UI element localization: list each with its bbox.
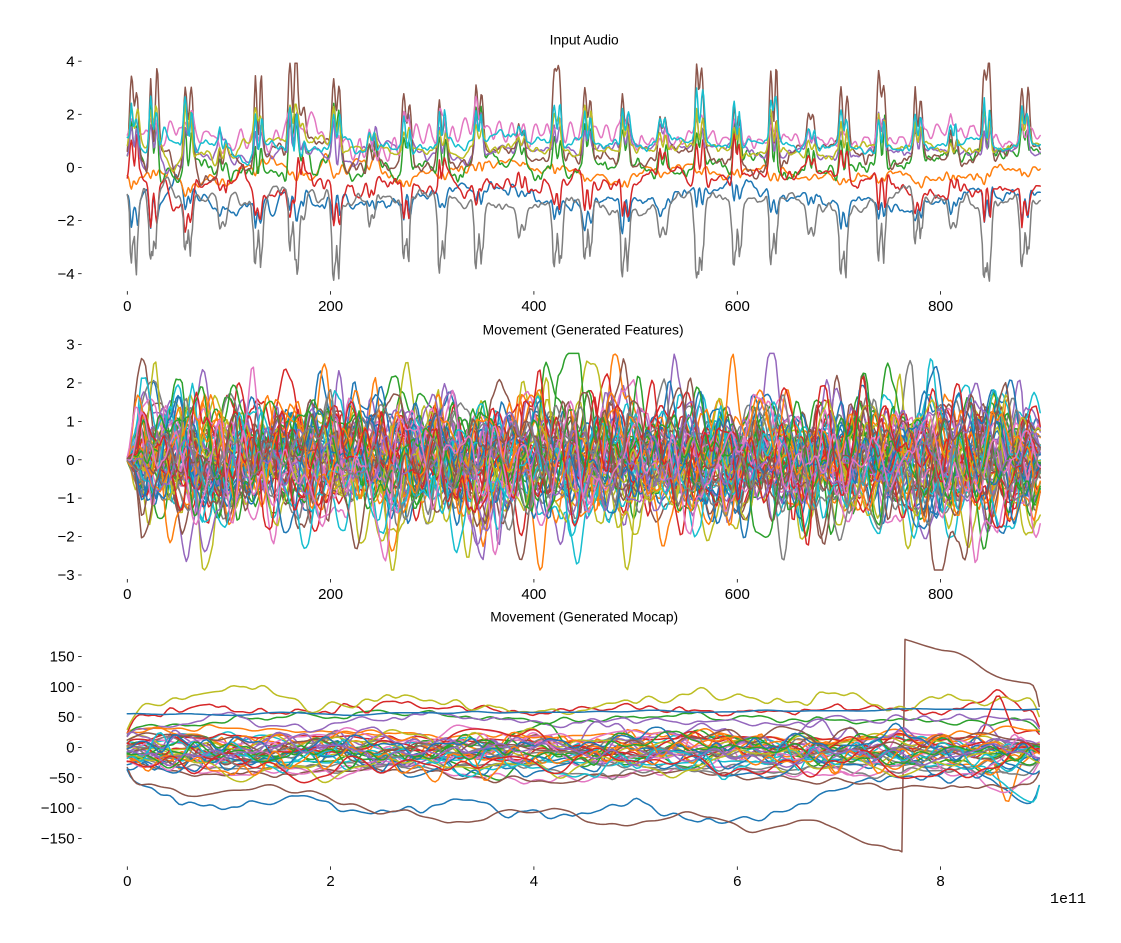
svg-text:150: 150 [50,649,75,666]
svg-text:600: 600 [725,586,750,603]
svg-text:−2: −2 [57,213,74,230]
svg-text:4: 4 [530,873,538,890]
svg-text:0: 0 [123,298,131,315]
svg-text:1: 1 [66,414,74,431]
svg-text:2: 2 [66,375,74,392]
svg-text:50: 50 [58,709,75,726]
svg-text:Movement (Generated Mocap): Movement (Generated Mocap) [490,609,678,624]
svg-text:0: 0 [123,586,131,603]
svg-text:−3: −3 [57,567,74,584]
svg-text:800: 800 [928,298,953,315]
svg-text:−50: −50 [49,770,74,787]
svg-text:Input Audio: Input Audio [550,33,619,48]
svg-text:2: 2 [326,873,334,890]
svg-text:600: 600 [725,298,750,315]
svg-text:−100: −100 [41,800,75,817]
svg-text:4: 4 [66,53,74,70]
svg-text:−150: −150 [41,831,75,848]
svg-text:2: 2 [66,106,74,123]
svg-text:−2: −2 [57,529,74,546]
svg-text:0: 0 [66,452,74,469]
svg-text:−1: −1 [57,490,74,507]
svg-text:8: 8 [936,873,944,890]
svg-text:Movement (Generated Features): Movement (Generated Features) [483,322,684,337]
svg-text:0: 0 [66,160,74,177]
svg-text:400: 400 [521,586,546,603]
svg-text:3: 3 [66,337,74,354]
svg-text:200: 200 [318,298,343,315]
svg-text:−4: −4 [57,266,74,283]
svg-text:200: 200 [318,586,343,603]
svg-text:800: 800 [928,586,953,603]
svg-text:0: 0 [123,873,131,890]
svg-text:0: 0 [66,740,74,757]
svg-text:100: 100 [50,679,75,696]
svg-text:1e11: 1e11 [1050,891,1086,908]
svg-text:400: 400 [521,298,546,315]
svg-text:6: 6 [733,873,741,890]
